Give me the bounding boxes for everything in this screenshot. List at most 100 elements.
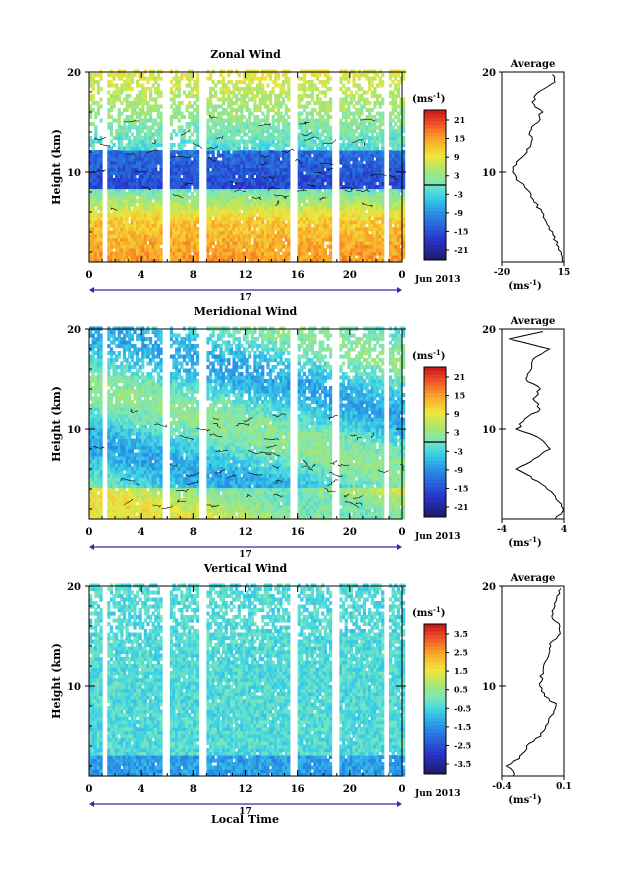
heatmap-cell <box>115 195 119 200</box>
heatmap-cell <box>120 244 124 249</box>
heatmap-cell <box>159 241 163 246</box>
heatmap-cell <box>115 206 119 211</box>
heatmap-cell <box>91 220 95 225</box>
heatmap-cell <box>190 132 194 137</box>
heatmap-cell <box>141 202 145 207</box>
heatmap-cell <box>138 206 142 211</box>
heatmap-cell <box>185 83 189 88</box>
heatmap-cell <box>133 255 137 260</box>
heatmap-cell <box>115 223 119 228</box>
heatmap-cell <box>138 181 142 186</box>
heatmap-cell <box>133 209 137 214</box>
heatmap-cell <box>128 213 132 218</box>
heatmap-cell <box>328 206 333 211</box>
heatmap-cell <box>169 248 174 253</box>
heatmap-cell <box>195 181 200 186</box>
heatmap-cell <box>357 83 361 88</box>
heatmap-cell <box>122 129 127 134</box>
heatmap-cell <box>112 192 116 197</box>
heatmap-cell <box>91 157 95 162</box>
heatmap-cell <box>143 90 147 95</box>
heatmap-cell <box>154 258 158 263</box>
heatmap-cell <box>133 136 137 141</box>
heatmap-cell <box>151 248 155 253</box>
heatmap-cell <box>242 115 247 120</box>
heatmap-cell <box>355 129 359 134</box>
heatmap-cell <box>156 248 161 253</box>
heatmap-cell <box>169 220 174 225</box>
heatmap-cell <box>208 244 213 249</box>
heatmap-cell <box>245 195 249 200</box>
heatmap-cell <box>180 76 184 81</box>
heatmap-cell <box>120 178 124 183</box>
heatmap-cell <box>151 150 155 155</box>
heatmap-cell <box>151 157 155 162</box>
heatmap-cell <box>143 199 147 204</box>
heatmap-cell <box>156 213 161 218</box>
heatmap-cell <box>148 258 153 263</box>
heatmap-cell <box>195 157 200 162</box>
heatmap-cell <box>279 237 283 242</box>
heatmap-cell <box>94 174 98 179</box>
heatmap-cell <box>99 188 103 193</box>
heatmap-cell <box>135 167 140 172</box>
heatmap-cell <box>253 73 257 78</box>
heatmap-cell <box>130 227 134 232</box>
heatmap-cell <box>122 153 127 158</box>
heatmap-cell <box>287 125 291 130</box>
heatmap-cell <box>141 209 145 214</box>
heatmap-cell <box>172 195 176 200</box>
heatmap-cell <box>248 241 252 246</box>
heatmap-cell <box>195 244 200 249</box>
heatmap-cell <box>99 241 103 246</box>
heatmap-cell <box>141 248 145 253</box>
heatmap-cell <box>175 150 179 155</box>
heatmap-cell <box>297 101 301 106</box>
heatmap-cell <box>287 83 291 88</box>
heatmap-cell <box>122 213 127 218</box>
heatmap-cell <box>122 125 127 130</box>
heatmap-cell <box>195 237 200 242</box>
heatmap-cell <box>133 178 137 183</box>
heatmap-cell <box>135 94 140 99</box>
heatmap-cell <box>146 230 150 235</box>
heatmap-cell <box>240 108 244 113</box>
heatmap-cell <box>138 108 142 113</box>
heatmap-cell <box>271 115 275 120</box>
heatmap-cell <box>375 97 380 102</box>
heatmap-cell <box>112 209 116 214</box>
heatmap-cell <box>125 125 129 130</box>
heatmap-cell <box>287 199 291 204</box>
heatmap-cell <box>347 108 351 113</box>
heatmap-cell <box>128 202 132 207</box>
heatmap-cell <box>185 216 189 221</box>
heatmap-cell <box>138 129 142 134</box>
heatmap-cell <box>151 125 155 130</box>
heatmap-cell <box>180 188 184 193</box>
heatmap-cell <box>130 237 134 242</box>
heatmap-cell <box>135 188 140 193</box>
heatmap-cell <box>156 202 161 207</box>
heatmap-cell <box>151 160 155 165</box>
heatmap-cell <box>135 160 140 165</box>
heatmap-cell <box>177 188 181 193</box>
heatmap-cell <box>151 136 155 141</box>
heatmap-cell <box>240 111 244 116</box>
heatmap-cell <box>89 136 93 141</box>
heatmap-cell <box>148 167 153 172</box>
heatmap-cell <box>195 216 200 221</box>
heatmap-cell <box>117 227 121 232</box>
heatmap-cell <box>175 157 179 162</box>
heatmap-cell <box>99 181 103 186</box>
heatmap-cell <box>91 83 95 88</box>
heatmap-cell <box>185 202 189 207</box>
heatmap-cell <box>117 87 121 92</box>
heatmap-cell <box>141 167 145 172</box>
heatmap-cell <box>143 153 147 158</box>
heatmap-cell <box>373 76 377 81</box>
heatmap-cell <box>91 227 95 232</box>
heatmap-cell <box>328 104 333 109</box>
heatmap-cell <box>120 129 124 134</box>
heatmap-cell <box>365 90 369 95</box>
